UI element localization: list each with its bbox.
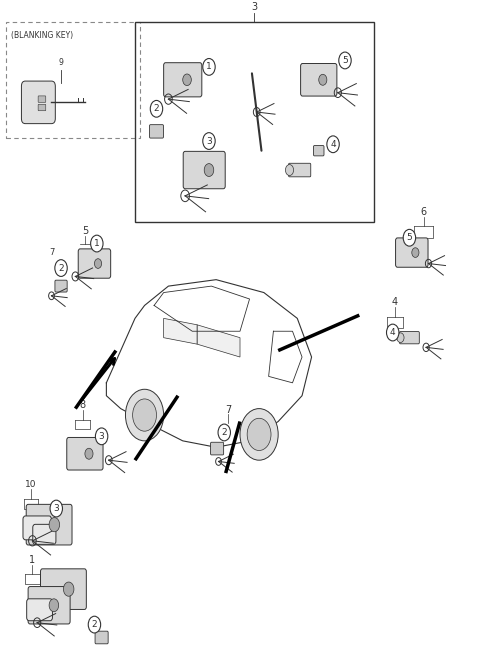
FancyBboxPatch shape — [27, 599, 52, 621]
FancyBboxPatch shape — [95, 631, 108, 644]
Text: 3: 3 — [251, 2, 257, 12]
FancyBboxPatch shape — [313, 145, 324, 156]
Circle shape — [85, 448, 93, 459]
Polygon shape — [164, 318, 197, 344]
FancyBboxPatch shape — [38, 96, 46, 102]
Text: 2: 2 — [58, 263, 64, 272]
FancyBboxPatch shape — [396, 238, 428, 267]
Circle shape — [88, 616, 101, 633]
Text: 2: 2 — [221, 428, 227, 437]
FancyBboxPatch shape — [288, 163, 311, 177]
Circle shape — [339, 52, 351, 69]
Circle shape — [183, 74, 192, 86]
Circle shape — [327, 136, 339, 153]
FancyBboxPatch shape — [22, 81, 55, 124]
Text: 9: 9 — [59, 58, 63, 67]
Text: 7: 7 — [49, 248, 54, 257]
Text: (BLANKING KEY): (BLANKING KEY) — [11, 31, 73, 41]
Circle shape — [63, 582, 74, 596]
Circle shape — [240, 409, 278, 460]
FancyBboxPatch shape — [26, 504, 72, 545]
FancyBboxPatch shape — [399, 331, 420, 344]
Text: 1: 1 — [206, 62, 212, 71]
Circle shape — [319, 74, 327, 85]
Circle shape — [150, 100, 163, 117]
FancyBboxPatch shape — [183, 151, 225, 189]
Text: 11: 11 — [38, 585, 50, 593]
FancyBboxPatch shape — [38, 104, 46, 111]
Text: 2: 2 — [154, 104, 159, 113]
FancyBboxPatch shape — [28, 587, 70, 624]
Circle shape — [203, 133, 215, 149]
FancyBboxPatch shape — [211, 442, 224, 455]
Circle shape — [218, 424, 230, 441]
Text: 1: 1 — [29, 555, 36, 565]
Text: 5: 5 — [82, 227, 88, 236]
Circle shape — [125, 389, 164, 441]
Circle shape — [95, 259, 102, 269]
Circle shape — [403, 229, 416, 246]
FancyBboxPatch shape — [40, 569, 86, 609]
Circle shape — [247, 419, 271, 451]
Circle shape — [50, 500, 62, 517]
Text: 3: 3 — [99, 432, 105, 441]
Text: 10: 10 — [25, 480, 37, 489]
FancyBboxPatch shape — [149, 124, 164, 138]
Circle shape — [132, 399, 156, 431]
Text: 3: 3 — [53, 504, 59, 513]
Circle shape — [412, 248, 419, 257]
FancyBboxPatch shape — [164, 63, 202, 97]
FancyBboxPatch shape — [300, 64, 337, 96]
Circle shape — [386, 324, 399, 341]
Circle shape — [397, 333, 404, 343]
Circle shape — [96, 428, 108, 445]
Circle shape — [286, 164, 294, 176]
Polygon shape — [197, 325, 240, 357]
Text: 5: 5 — [407, 233, 412, 242]
Text: 4: 4 — [330, 140, 336, 149]
FancyBboxPatch shape — [33, 525, 56, 544]
Text: 8: 8 — [80, 400, 85, 411]
Text: 4: 4 — [392, 297, 398, 307]
Circle shape — [91, 235, 103, 252]
Text: 5: 5 — [342, 56, 348, 65]
Text: 3: 3 — [206, 136, 212, 145]
Text: 4: 4 — [390, 328, 396, 337]
Text: 2: 2 — [92, 620, 97, 629]
FancyBboxPatch shape — [55, 280, 67, 292]
Circle shape — [204, 164, 214, 176]
Circle shape — [55, 259, 67, 276]
FancyBboxPatch shape — [67, 438, 103, 470]
Circle shape — [49, 599, 59, 612]
Circle shape — [49, 517, 60, 532]
Circle shape — [203, 58, 215, 75]
Text: 7: 7 — [225, 405, 231, 415]
FancyBboxPatch shape — [78, 249, 111, 278]
Text: 6: 6 — [420, 207, 427, 217]
Text: 1: 1 — [94, 239, 100, 248]
FancyBboxPatch shape — [23, 516, 51, 540]
